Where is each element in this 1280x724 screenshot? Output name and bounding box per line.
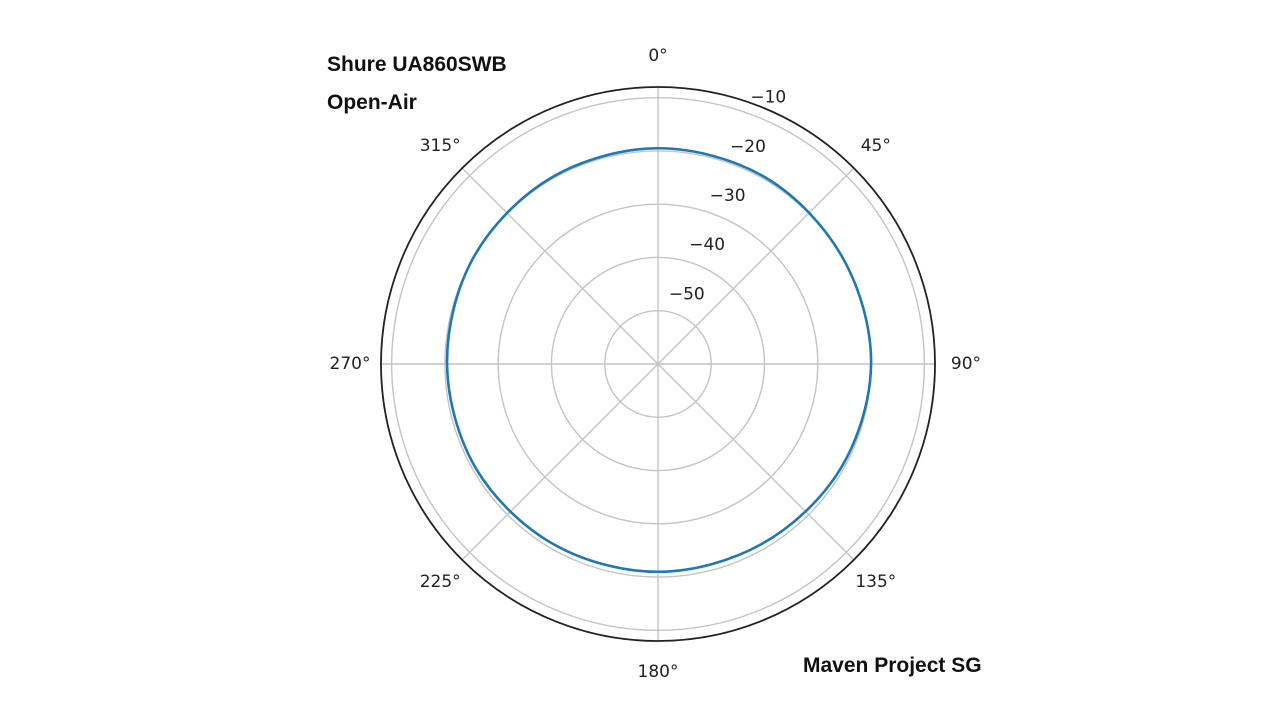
series-line <box>445 146 873 574</box>
circular-gridline <box>550 256 766 472</box>
radial-gridline-225 <box>461 363 659 561</box>
frame-layer <box>380 86 936 642</box>
radial-tick-label: −50 <box>669 285 705 305</box>
series-layer <box>445 146 873 574</box>
angle-tick-label: 45° <box>861 136 891 156</box>
angle-tick-label: 135° <box>855 572 896 592</box>
angle-tick-label: 0° <box>648 46 667 66</box>
label-layer: 0° 45° 90° 135° 180° 225° 270° 315° −50 −40 −30 −20… <box>330 46 982 682</box>
radial-gridline-135 <box>657 363 855 561</box>
circular-gridline <box>604 310 712 418</box>
angle-tick-label: 90° <box>951 354 981 374</box>
grid-layer <box>381 87 935 641</box>
radial-tick-label: −40 <box>689 235 725 255</box>
angle-tick-label: 270° <box>330 354 371 374</box>
circular-gridline <box>390 96 926 632</box>
radial-gridline-315 <box>461 167 659 365</box>
chart-caption-subtitle: Open-Air <box>327 91 417 114</box>
chart-caption-title: Shure UA860SWB <box>327 53 507 76</box>
radial-tick-label: −10 <box>750 88 786 108</box>
circular-gridline <box>497 203 819 525</box>
chart-credit: Maven Project SG <box>803 654 982 677</box>
radial-gridline-45 <box>657 167 855 365</box>
radial-tick-label: −20 <box>730 137 766 157</box>
angle-tick-label: 225° <box>420 572 461 592</box>
angle-tick-label: 315° <box>420 136 461 156</box>
angle-tick-label: 180° <box>638 662 679 682</box>
polar-frame <box>380 86 936 642</box>
radial-tick-label: −30 <box>710 186 746 206</box>
